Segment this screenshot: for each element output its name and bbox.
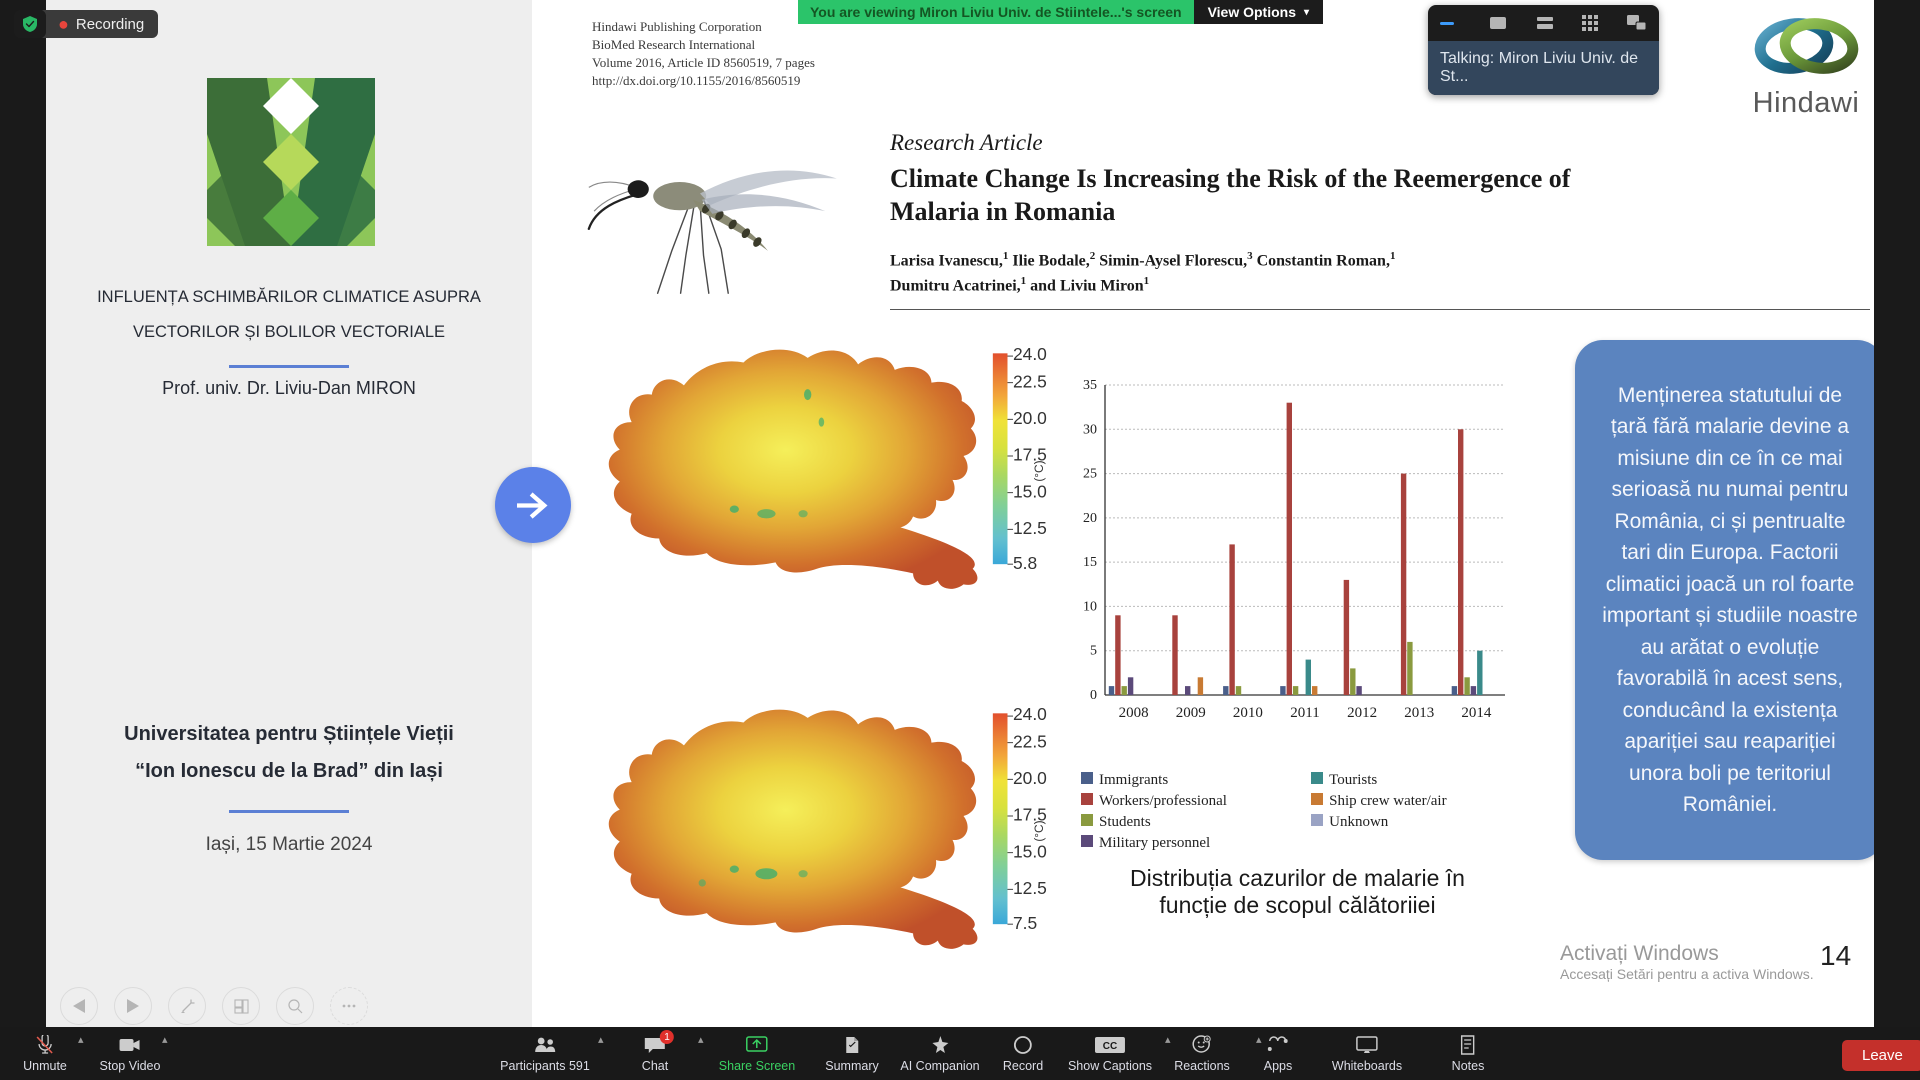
svg-text:(°C): (°C) bbox=[1032, 460, 1046, 481]
svg-text:20.0: 20.0 bbox=[1013, 408, 1047, 428]
svg-text:(°C): (°C) bbox=[1032, 820, 1046, 841]
svg-text:15: 15 bbox=[1083, 555, 1097, 570]
svg-text:12.5: 12.5 bbox=[1013, 878, 1047, 898]
svg-text:12.5: 12.5 bbox=[1013, 518, 1047, 538]
svg-text:15.0: 15.0 bbox=[1013, 481, 1047, 501]
svg-text:22.5: 22.5 bbox=[1013, 371, 1047, 391]
svg-text:24.0: 24.0 bbox=[1013, 704, 1047, 724]
svg-text:2013: 2013 bbox=[1404, 705, 1434, 721]
svg-text:7.5: 7.5 bbox=[1013, 913, 1037, 933]
svg-text:0: 0 bbox=[1090, 688, 1097, 703]
svg-text:CC: CC bbox=[1103, 1041, 1117, 1052]
svg-text:15.0: 15.0 bbox=[1013, 841, 1047, 861]
svg-text:2011: 2011 bbox=[1290, 705, 1319, 721]
svg-text:2012: 2012 bbox=[1347, 705, 1377, 721]
svg-text:24.0: 24.0 bbox=[1013, 344, 1047, 364]
svg-text:5: 5 bbox=[1090, 644, 1097, 659]
svg-text:5.8: 5.8 bbox=[1013, 553, 1037, 573]
svg-text:20.0: 20.0 bbox=[1013, 768, 1047, 788]
svg-text:2008: 2008 bbox=[1119, 705, 1149, 721]
svg-text:25: 25 bbox=[1083, 467, 1097, 482]
svg-text:10: 10 bbox=[1083, 599, 1097, 614]
svg-text:20: 20 bbox=[1083, 511, 1097, 526]
svg-text:22.5: 22.5 bbox=[1013, 731, 1047, 751]
svg-text:2014: 2014 bbox=[1461, 705, 1492, 721]
svg-text:35: 35 bbox=[1083, 378, 1097, 393]
svg-text:2010: 2010 bbox=[1233, 705, 1263, 721]
svg-text:2009: 2009 bbox=[1176, 705, 1206, 721]
svg-text:30: 30 bbox=[1083, 422, 1097, 437]
